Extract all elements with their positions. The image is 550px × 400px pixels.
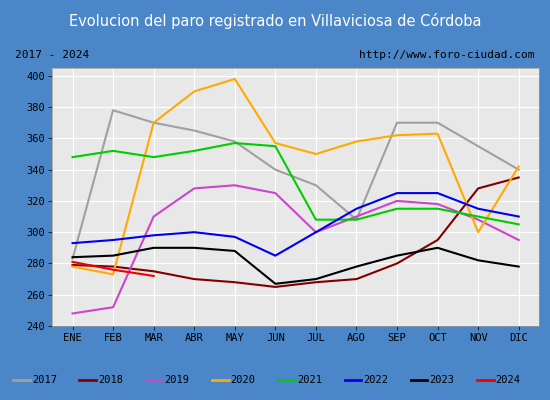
Text: 2021: 2021	[297, 375, 322, 385]
Text: 2017 - 2024: 2017 - 2024	[15, 50, 90, 60]
Text: 2019: 2019	[164, 375, 189, 385]
Text: http://www.foro-ciudad.com: http://www.foro-ciudad.com	[359, 50, 535, 60]
Text: Evolucion del paro registrado en Villaviciosa de Córdoba: Evolucion del paro registrado en Villavi…	[69, 13, 481, 29]
Text: 2023: 2023	[430, 375, 454, 385]
Text: 2018: 2018	[98, 375, 123, 385]
Text: 2017: 2017	[32, 375, 57, 385]
Text: 2020: 2020	[230, 375, 256, 385]
Text: 2024: 2024	[496, 375, 521, 385]
Text: 2022: 2022	[363, 375, 388, 385]
